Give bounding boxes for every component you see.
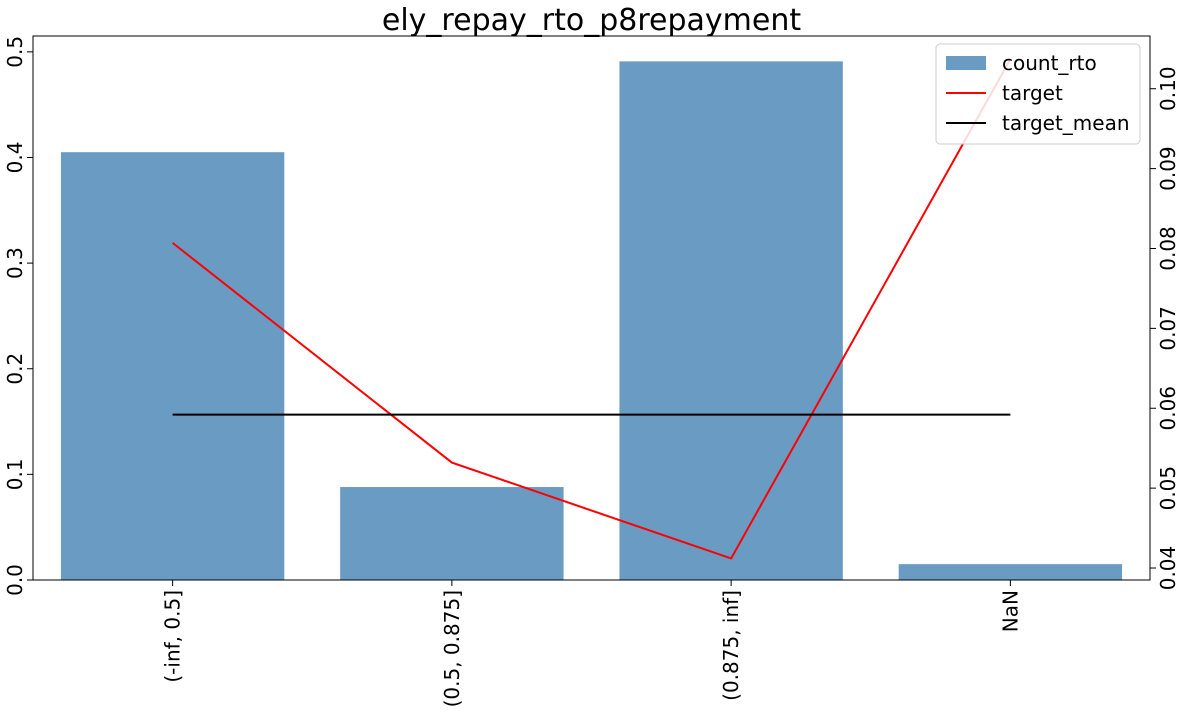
x-tick-label: (0.5, 0.875] bbox=[440, 590, 464, 707]
right-tick-label: 0.10 bbox=[1156, 66, 1180, 111]
bar-2 bbox=[619, 61, 843, 581]
plot-frame bbox=[32, 35, 1151, 581]
left-tick-label: 0.2 bbox=[3, 353, 27, 385]
legend-label-target: target bbox=[1002, 81, 1063, 105]
left-tick-label: 0.5 bbox=[3, 36, 27, 68]
right-tick-label: 0.08 bbox=[1156, 226, 1180, 271]
legend-label-count-rto: count_rto bbox=[1002, 51, 1097, 75]
right-tick-label: 0.04 bbox=[1156, 546, 1180, 591]
left-tick-label: 0.0 bbox=[3, 564, 27, 596]
left-tick-label: 0.1 bbox=[3, 458, 27, 490]
series-line-target bbox=[172, 58, 1012, 560]
right-tick-label: 0.07 bbox=[1156, 306, 1180, 351]
left-tick-label: 0.4 bbox=[3, 142, 27, 174]
axes-layer: 0.0 0.1 0.2 0.3 0.4 0.5 0.04 0.05 0.06 0.07 0.08 0.… bbox=[3, 35, 1180, 707]
x-tick-label: (-inf, 0.5] bbox=[161, 590, 185, 683]
bar-3 bbox=[898, 564, 1123, 580]
legend-label-target-mean: target_mean bbox=[1002, 111, 1130, 135]
right-tick-label: 0.09 bbox=[1156, 146, 1180, 191]
left-tick-label: 0.3 bbox=[3, 247, 27, 279]
bar-1 bbox=[340, 487, 564, 580]
right-tick-label: 0.06 bbox=[1156, 386, 1180, 431]
lines-layer bbox=[172, 58, 1012, 560]
x-tick-label: (0.875, inf] bbox=[719, 590, 743, 701]
bars-layer bbox=[60, 61, 1123, 581]
legend-swatch-count-rto bbox=[946, 56, 986, 70]
legend-box bbox=[935, 43, 1141, 145]
bar-0 bbox=[60, 152, 285, 581]
chart-title: ely_repay_rto_p8repayment bbox=[382, 3, 801, 38]
x-tick-label: NaN bbox=[998, 590, 1022, 632]
right-tick-label: 0.05 bbox=[1156, 466, 1180, 511]
